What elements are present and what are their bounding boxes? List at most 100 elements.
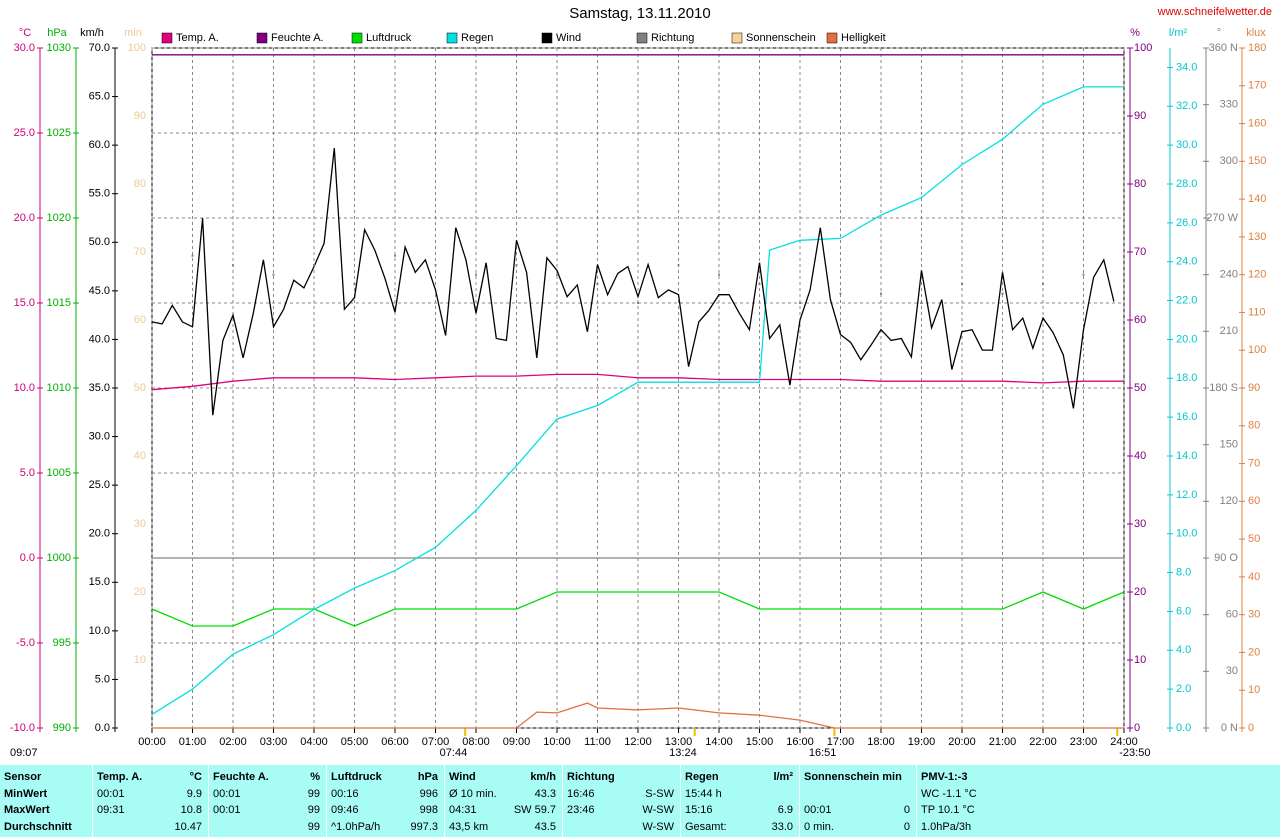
direction-dot [232, 264, 234, 267]
y-tick-label: 18.0 [1176, 372, 1197, 384]
y-tick-label: 40 [1134, 450, 1146, 462]
y-tick-label: 120 [1248, 269, 1266, 281]
cell-text: MaxWert [4, 804, 50, 816]
cell-text: WC -1.1 °C [921, 787, 977, 800]
legend-label: Temp. A. [176, 32, 219, 44]
cell-text: 15:44 h [685, 787, 722, 800]
chart-title: Samstag, 13.11.2010 [569, 5, 711, 22]
y-tick-label: 1015 [47, 297, 71, 309]
direction-dot [151, 273, 153, 276]
y-tick-label: 210 [1220, 325, 1238, 337]
y-tick-label: 60 [1134, 314, 1146, 326]
y-tick-label: 70 [134, 246, 146, 258]
axis-unit: l/m² [1169, 27, 1188, 39]
table-cell: Temp. A. °C [97, 769, 202, 785]
cell-text: 99 [307, 804, 320, 816]
table-cell: 00:16 996 [331, 786, 438, 802]
y-tick-label: 1025 [47, 127, 71, 139]
direction-dot [920, 302, 923, 304]
cell-text: 23:46 [567, 804, 595, 816]
y-tick-label: 65.0 [89, 90, 110, 102]
x-tick-label: 08:00 [462, 736, 490, 748]
y-tick-label: 100 [128, 42, 146, 54]
y-tick-label: 32.0 [1176, 100, 1197, 112]
legend-label: Feuchte A. [271, 32, 324, 44]
table-cell: 00:01 9.9 [97, 786, 202, 802]
table-cell: 23:46 W-SW [567, 802, 674, 818]
table-cell: TP 10.1 °C [921, 802, 1274, 818]
y-tick-label: 14.0 [1176, 450, 1197, 462]
table-cell [804, 786, 910, 802]
series-line [151, 86, 1124, 715]
cell-text: °C [189, 771, 202, 783]
y-tick-label: 150 [1220, 439, 1238, 451]
y-tick-label: -5.0 [16, 637, 35, 649]
y-tick-label: 10 [134, 654, 146, 666]
y-tick-label: 990 [53, 722, 71, 734]
y-tick-label: 30.0 [1176, 139, 1197, 151]
cell-text: l/m² [773, 771, 793, 783]
table-column: Luftdruck hPa 00:16 996 09:46 998 ^1.0hPa/h 997… [326, 765, 444, 837]
table-column: Sonnenschein min 00:01 0 0 min. 0 [799, 765, 916, 837]
y-tick-label: 90 [1134, 110, 1146, 122]
table-cell: 04:31 SW 59.7 [449, 802, 556, 818]
y-tick-label: 150 [1248, 155, 1266, 167]
direction-dot [313, 264, 315, 267]
table-column: Wind km/h Ø 10 min. 43.3 04:31 SW 59.7 43,5 km… [444, 765, 562, 837]
y-tick-label: 70 [1134, 246, 1146, 258]
table-cell: 99 [213, 819, 320, 835]
y-tick-label: 140 [1248, 193, 1266, 205]
table-cell: WC -1.1 °C [921, 786, 1274, 802]
y-tick-label: 70 [1248, 457, 1260, 469]
x-tick-label: 18:00 [867, 736, 895, 748]
y-tick-label: 16.0 [1176, 411, 1197, 423]
y-tick-label: 50 [1134, 382, 1146, 394]
x-tick-label: 06:00 [381, 736, 409, 748]
series-line [151, 373, 1124, 391]
cell-text: hPa [417, 771, 438, 783]
y-tick-label: 55.0 [89, 188, 110, 200]
y-tick-label: 0 [1134, 722, 1140, 734]
table-cell: 16:46 S-SW [567, 786, 674, 802]
direction-dot [596, 283, 599, 286]
table-cell: 00:01 0 [804, 802, 910, 818]
cell-text: Sensor [4, 771, 42, 783]
axis-unit: % [1130, 27, 1140, 39]
y-tick-label: 15.0 [14, 297, 35, 309]
x-tick-label: 05:00 [341, 736, 369, 748]
x-tick-label: 19:00 [908, 736, 936, 748]
y-tick-label: 28.0 [1176, 178, 1197, 190]
y-tick-label: 5.0 [95, 673, 110, 685]
chart: Samstag, 13.11.2010 www.schneifelwetter.… [10, 5, 1272, 759]
cell-text: Feuchte A. [213, 771, 269, 783]
cell-text: 15:16 [685, 804, 713, 816]
cell-text: Richtung [567, 771, 615, 783]
cell-text: 997.3 [410, 820, 438, 833]
direction-dot [1082, 273, 1085, 276]
y-tick-label: 34.0 [1176, 61, 1197, 73]
axis-unit: km/h [80, 27, 104, 39]
y-tick-label: 90 [1248, 382, 1260, 394]
table-cell: Sonnenschein min [804, 769, 910, 785]
cell-text: Wind [449, 771, 476, 783]
legend-swatch [351, 32, 363, 44]
x-tick-label: 22:00 [1029, 736, 1057, 748]
cell-text: 10.47 [174, 820, 202, 833]
x-tick-label: 16:00 [786, 736, 814, 748]
cell-text: 00:01 [213, 787, 241, 800]
x-tick-label: 24:00 [1110, 736, 1138, 748]
cell-text: 998 [419, 804, 438, 816]
cell-text: W-SW [642, 804, 674, 816]
axis-unit: ° [1217, 27, 1221, 39]
x-tick-label: 12:00 [624, 736, 652, 748]
x-tick-label: 23:00 [1070, 736, 1098, 748]
direction-dot [556, 273, 558, 276]
table-cell: MaxWert [4, 802, 86, 818]
y-tick-label: 26.0 [1176, 217, 1197, 229]
y-tick-label: 10.0 [1176, 528, 1197, 540]
direction-dot [637, 302, 639, 304]
x-tick-label: 10:00 [543, 736, 571, 748]
y-tick-label: 0.0 [95, 722, 110, 734]
x-tick-label: 17:00 [827, 736, 855, 748]
